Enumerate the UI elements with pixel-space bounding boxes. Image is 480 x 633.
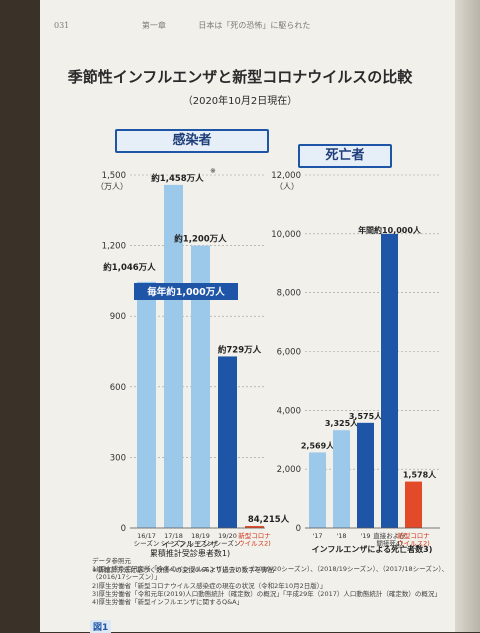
x-tick-label: 直接および間接死4) (373, 531, 406, 548)
page-subtitle: （2020年10月2日現在） (182, 96, 298, 107)
x-tick-label: '18 (336, 532, 346, 540)
y-tick-label: 1,200 (102, 242, 126, 252)
y-tick-label: 0 (121, 524, 126, 534)
data-label: 約729万人 (218, 344, 262, 355)
y-axis-label: （人） (275, 182, 299, 191)
bar (381, 233, 398, 529)
bar (191, 245, 210, 528)
x-tick-label: 17/18 シーズン (161, 532, 187, 548)
x-tick-label: 新型コロナウイルス2) (238, 531, 271, 548)
y-tick-label: 4,000 (277, 406, 301, 416)
source-line: （2016/17シーズン）」 (92, 573, 161, 582)
data-sources-heading: データ参照元 (92, 557, 131, 565)
source-line: 4)厚生労働省「新型インフルエンザに関するQ&A」 (92, 598, 244, 607)
data-label: 年間約10,000人 (358, 225, 422, 235)
running-header: 031 第一章 日本は「死の恐怖」に駆られた (54, 20, 310, 31)
y-tick-label: 900 (110, 312, 126, 322)
note-marker: ※ (210, 167, 216, 175)
page-title: 季節性インフルエンザと新型コロナウイルスの比較 (67, 68, 413, 86)
data-sources: データ参照元 1)国立感染症研究所「今冬のインフルエンザについて（2019/20… (92, 557, 452, 606)
bar (357, 422, 374, 528)
x-tick-label: '19 (360, 532, 370, 540)
y-axis-label: （万人） (96, 182, 128, 191)
y-tick-label: 0 (296, 524, 301, 534)
data-label: 約1,458万人 (151, 173, 204, 184)
x-tick-label: '17 (312, 532, 322, 540)
data-label: 1,578人 (403, 470, 437, 480)
data-label: 3,575人 (349, 411, 383, 421)
x-tick-label: 19/20 シーズン (215, 532, 241, 548)
bar (333, 430, 350, 528)
bar (405, 481, 422, 528)
y-tick-label: 8,000 (277, 289, 301, 299)
y-tick-label: 6,000 (277, 348, 301, 358)
data-label: 2,569人 (301, 440, 335, 450)
bar (137, 281, 156, 528)
y-tick-label: 2,000 (277, 465, 301, 475)
group-label: インフルエンザによる死亡者数3) (312, 544, 433, 554)
y-tick-label: 12,000 (271, 171, 301, 181)
y-tick-label: 10,000 (271, 230, 301, 240)
data-label: 約1,046万人 (103, 262, 156, 273)
deaths-panel-title: 死亡者 (298, 144, 392, 168)
y-tick-label: 600 (110, 383, 126, 393)
source-line: 2)厚生労働省「新型コロナウイルス感染症の現在の状況（令和2年10月2日版）」 (92, 581, 327, 590)
group-label: インフルエンザ累積推計受診患者数1) (150, 540, 230, 558)
figure-label: 図1 (90, 620, 112, 633)
x-tick-label: 16/17 シーズン (134, 532, 160, 548)
x-tick-label: 18/19 シーズン (188, 532, 214, 548)
data-label: 84,215人 (248, 514, 290, 525)
bar (309, 452, 326, 528)
bar (218, 356, 237, 528)
next-page-edge (455, 0, 480, 632)
infected-panel-title: 感染者 (115, 129, 269, 153)
y-tick-label: 1,500 (102, 171, 126, 181)
bar (245, 526, 264, 528)
banner-text: 毎年約1,000万人 (147, 286, 225, 298)
chapter-label: 第一章 (141, 21, 166, 30)
data-label: 約1,200万人 (174, 234, 227, 245)
chapter-title: 日本は「死の恐怖」に駆られた (198, 21, 311, 30)
page-number: 031 (54, 21, 70, 30)
y-tick-label: 300 (110, 453, 126, 463)
banner-box (134, 283, 238, 300)
source-line: 1)国立感染症研究所「今冬のインフルエンザについて（2019/20シーズン）、（… (92, 565, 449, 574)
x-tick-label: 新型コロナウイルス2) (397, 531, 430, 548)
source-line: 3)厚生労働省「令和元年(2019)人口動態統計（確定数）の概況」「平成29年（… (92, 589, 441, 598)
bar (164, 184, 183, 528)
chart-footnote: ※新推計方法に基づく数値への変換0.66より過去の数字を算出 (92, 565, 274, 574)
data-label: 3,325人 (325, 418, 359, 428)
